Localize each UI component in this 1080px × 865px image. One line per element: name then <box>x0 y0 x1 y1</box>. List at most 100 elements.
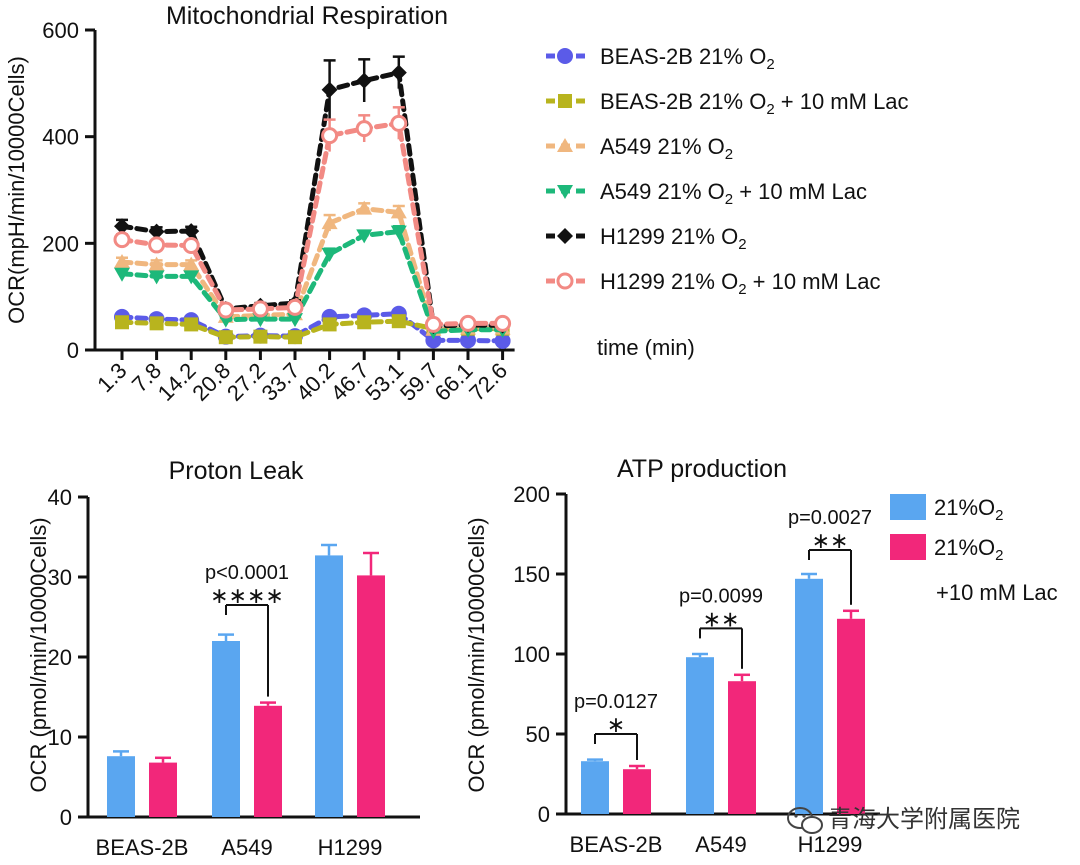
p-value-label: p=0.0127 <box>574 691 658 713</box>
legend-label: BEAS-2B 21% O2 <box>600 44 775 73</box>
data-point <box>459 314 477 332</box>
legend-label: A549 21% O2 + 10 mM Lac <box>600 179 867 208</box>
y-tick-label: 40 <box>48 485 72 510</box>
p-value-label: p=0.0027 <box>788 507 872 529</box>
y-tick-label: 400 <box>42 125 79 150</box>
y-tick-label: 200 <box>42 231 79 256</box>
significance-stars: ∗∗ <box>703 606 740 631</box>
bar <box>686 657 714 814</box>
y-tick-label: 10 <box>48 725 72 750</box>
bars-group <box>581 572 865 814</box>
data-point <box>286 298 304 316</box>
y-tick-label: 30 <box>48 565 72 590</box>
data-point <box>558 94 572 108</box>
y-tick-label: 600 <box>42 18 79 43</box>
chart-title: ATP production <box>617 455 787 483</box>
data-point <box>460 332 476 349</box>
legend-label: 21%O2 <box>934 495 1004 524</box>
data-point <box>287 313 303 328</box>
data-point <box>183 270 200 285</box>
significance-stars: ∗∗ <box>812 528 849 553</box>
mitochondrial-respiration-chart: Mitochondrial Respiration OCR(mpH/min/10… <box>4 2 909 406</box>
legend-label: H1299 21% O2 <box>600 224 747 253</box>
legend-item: 21%O2 <box>890 534 1004 564</box>
wechat-icon <box>787 807 823 834</box>
data-point <box>494 332 511 349</box>
data-point <box>390 225 407 240</box>
legend-swatch <box>890 534 926 560</box>
bar <box>623 769 651 814</box>
data-point <box>356 229 373 244</box>
bar <box>149 762 177 817</box>
data-point <box>390 114 408 132</box>
legend-item: 21%O2 <box>890 494 1004 524</box>
y-axis-title: OCR (pmol/min/10000Cells) <box>464 517 489 792</box>
data-point <box>494 314 512 332</box>
category-label: BEAS-2B <box>570 832 663 857</box>
data-point <box>321 248 338 262</box>
y-tick-label: 200 <box>513 482 550 507</box>
data-point <box>148 236 166 254</box>
chart-title: Mitochondrial Respiration <box>166 2 448 30</box>
data-point <box>253 329 268 344</box>
data-point <box>356 200 373 215</box>
data-point <box>114 218 130 235</box>
data-point <box>148 256 165 271</box>
p-value-label: p<0.0001 <box>205 562 289 584</box>
data-point <box>182 236 200 254</box>
data-point <box>390 64 407 81</box>
legend-item: A549 21% O2 + 10 mM Lac <box>546 179 867 208</box>
y-tick-label: 20 <box>48 645 72 670</box>
x-tick-label: 1.3 <box>92 358 131 397</box>
category-label: H1299 <box>318 835 383 860</box>
legend-item: H1299 21% O2 <box>546 224 747 253</box>
bar <box>795 578 823 814</box>
comparisons-group: ∗∗∗∗p<0.0001 <box>205 562 289 697</box>
legend-label: 21%O2 <box>934 535 1004 564</box>
bar <box>254 705 282 817</box>
series-line <box>119 120 506 327</box>
data-point <box>184 317 199 332</box>
data-point <box>424 315 442 333</box>
data-point <box>218 330 233 345</box>
data-point <box>321 215 338 230</box>
legend-label-extra: +10 mM Lac <box>936 580 1058 605</box>
category-label: H1299 <box>798 832 863 857</box>
y-tick-label: 0 <box>60 805 72 830</box>
legend-item: BEAS-2B 21% O2 <box>546 44 775 73</box>
proton-leak-chart: Proton Leak OCR (pmol/min/10000Cells) 0 1… <box>26 457 420 860</box>
series-4 <box>114 55 511 334</box>
data-point <box>114 267 130 282</box>
series-line <box>119 228 506 334</box>
data-point <box>148 270 165 285</box>
data-point <box>115 315 129 330</box>
bar <box>581 761 609 814</box>
bar <box>212 641 240 817</box>
y-axis-title: OCR(mpH/min/10000Cells) <box>4 56 29 324</box>
data-point <box>355 120 373 138</box>
data-point <box>557 185 573 199</box>
y-tick-label: 0 <box>67 338 79 363</box>
data-point <box>217 301 235 319</box>
data-point <box>252 313 269 328</box>
axes: 0 50 100 150 200 BEAS-2B A549 H1299 <box>513 482 880 857</box>
data-point <box>183 256 200 271</box>
category-label: BEAS-2B <box>96 835 189 860</box>
legend-swatch <box>890 494 926 520</box>
bar <box>357 575 385 817</box>
data-point <box>113 231 131 249</box>
comparisons-group: ∗p=0.0127∗∗p=0.0099∗∗p=0.0027 <box>574 507 872 760</box>
significance-stars: ∗ <box>607 712 625 737</box>
data-point <box>114 254 130 268</box>
data-point <box>251 300 269 318</box>
data-point <box>357 315 372 330</box>
data-point <box>557 138 573 152</box>
y-tick-label: 50 <box>526 722 550 747</box>
bar <box>107 756 135 817</box>
legend-item: A549 21% O2 <box>546 134 733 163</box>
significance-stars: ∗∗∗∗ <box>210 583 284 608</box>
data-point <box>356 72 373 89</box>
category-label: A549 <box>221 835 272 860</box>
bar <box>315 555 343 817</box>
